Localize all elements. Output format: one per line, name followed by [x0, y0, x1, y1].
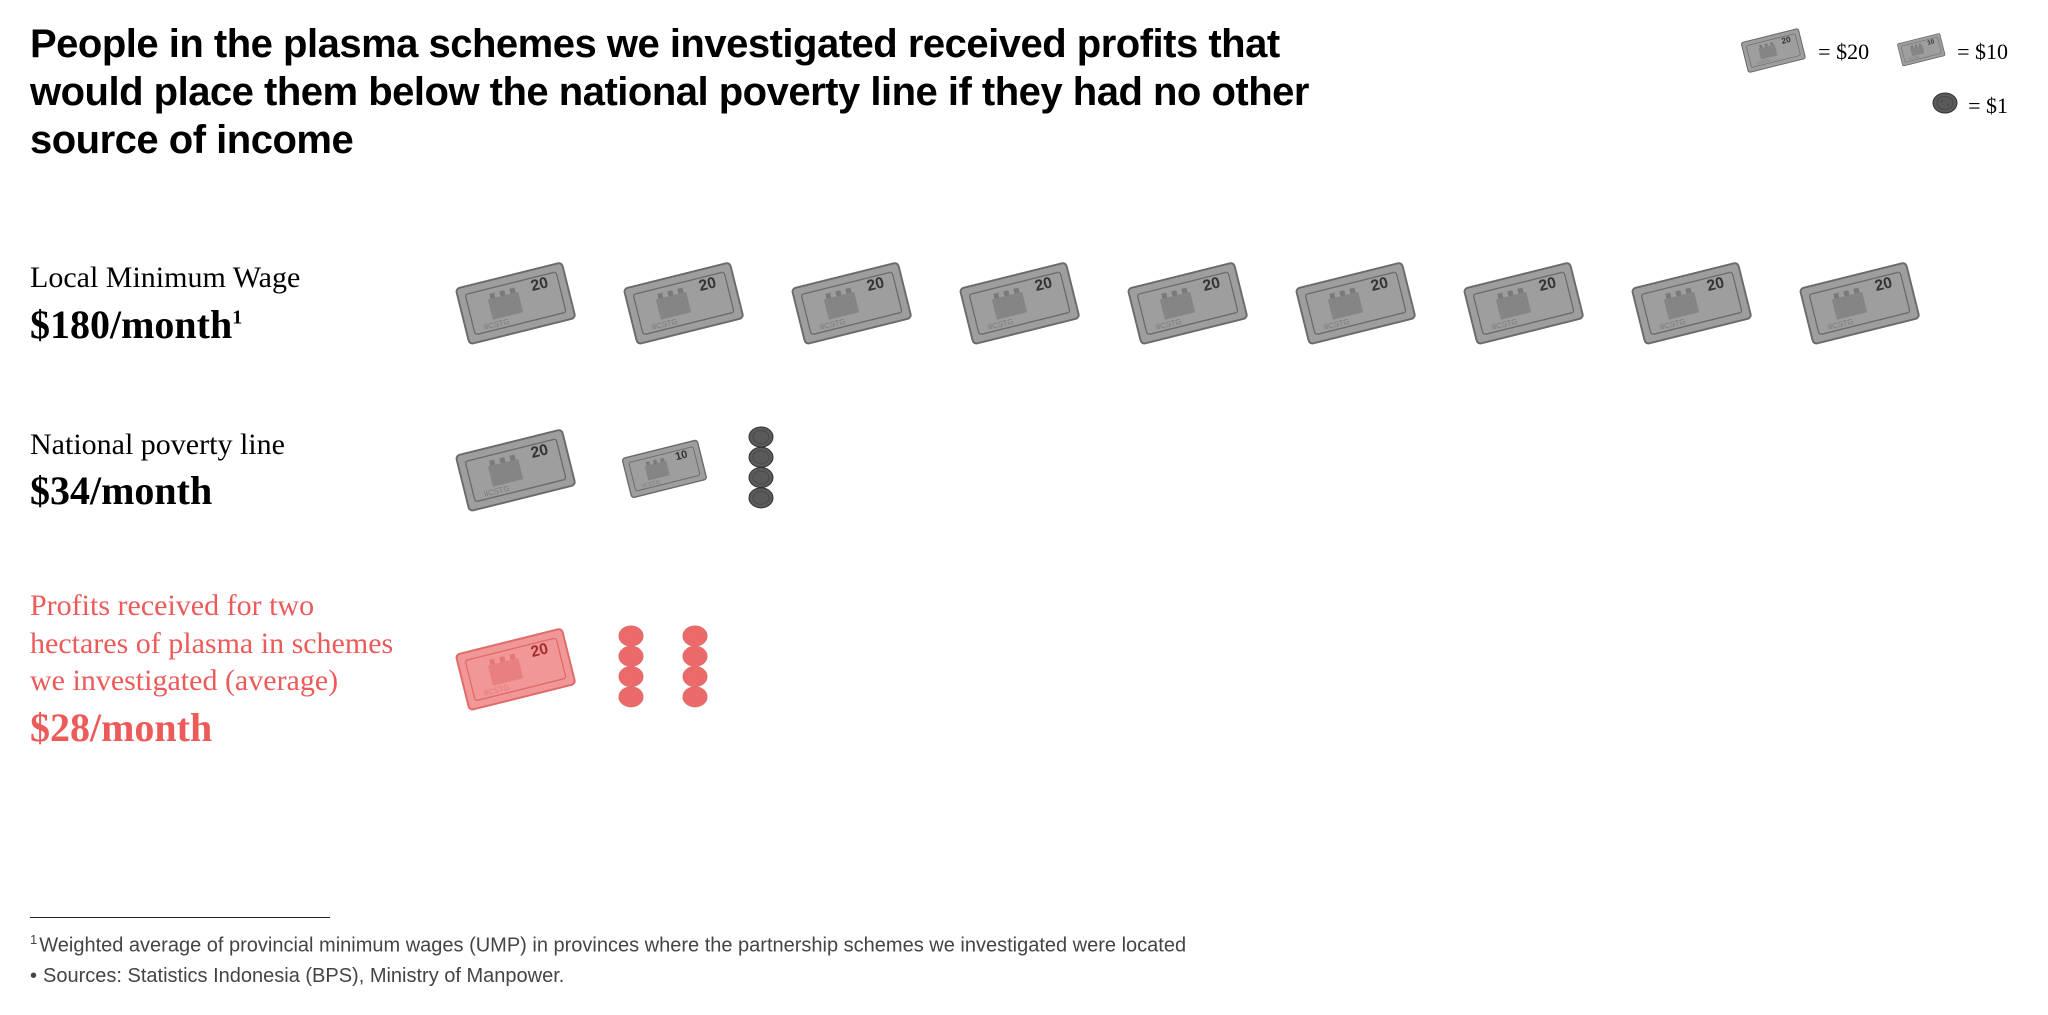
bill-20-icon: 20 IICSTG [450, 620, 580, 714]
legend-label-20: = $20 [1818, 39, 1869, 65]
bill-20-icon: 20 IICSTG [618, 254, 748, 353]
coin-stack-icon [748, 424, 774, 511]
row-icons: 20 IICSTG [450, 620, 708, 719]
bill-20-icon: 20 IICSTG [1290, 254, 1420, 353]
bill-20-icon: 20 IICSTG [1794, 254, 1924, 353]
bill-20-icon: 20 IICSTG [1458, 254, 1588, 348]
legend-item-20: 20 IICSTG = $20 [1738, 24, 1869, 80]
bill-20-icon: 20 IICSTG [450, 254, 580, 348]
row-value: $180/month1 [30, 301, 410, 348]
bill-20-icon: 20 IICSTG [1458, 254, 1588, 353]
bill-20-icon: 20 IICSTG [786, 254, 916, 348]
bill-10-icon: 10 IICSTG [618, 434, 710, 505]
footnote: •Sources: Statistics Indonesia (BPS), Mi… [30, 961, 2018, 991]
bill-20-icon: 20 IICSTG [1626, 254, 1756, 353]
row-title: Local Minimum Wage [30, 259, 410, 297]
legend-item-10: 10 IICSTG = $10 [1895, 30, 2008, 73]
row-label: Profits received for two hectares of pla… [30, 587, 410, 751]
legend-row-bills: 20 IICSTG = $20 10 IICSTG = $10 [1738, 24, 2008, 80]
legend-row-coin: = $1 [1932, 90, 2008, 122]
bill-10-icon: 10 IICSTG [618, 434, 710, 500]
row-title: National poverty line [30, 426, 410, 464]
row-label: National poverty line$34/month [30, 426, 410, 515]
bill-20-icon: 20 IICSTG [450, 254, 580, 353]
bill-20-icon: 20 IICSTG [1738, 24, 1808, 74]
row-min_wage: Local Minimum Wage $180/month1 20 IICSTG … [30, 254, 2018, 353]
row-poverty_line: National poverty line$34/month 20 IICSTG… [30, 421, 2018, 520]
footnote-divider [30, 917, 330, 918]
coin-stack-icon [682, 623, 708, 710]
bill-20-icon: 20 IICSTG [1122, 254, 1252, 348]
legend-item-1: = $1 [1932, 90, 2008, 122]
bill-20-icon: 20 IICSTG [786, 254, 916, 353]
legend: 20 IICSTG = $20 10 IICSTG = $10 = $1 [1738, 24, 2008, 122]
legend-label-10: = $10 [1957, 39, 2008, 65]
coin-1-icon [1932, 90, 1958, 116]
bill-20-icon: 20 IICSTG [1794, 254, 1924, 348]
row-value: $28/month [30, 704, 410, 751]
coin-stack-icon [748, 424, 774, 516]
row-plasma_profits: Profits received for two hectares of pla… [30, 587, 2018, 751]
bill-10-icon: 10 IICSTG [1895, 30, 1947, 67]
infographic-rows: Local Minimum Wage $180/month1 20 IICSTG … [30, 254, 2018, 751]
page-title: People in the plasma schemes we investig… [30, 20, 1330, 164]
bill-20-icon: 20 IICSTG [450, 421, 580, 520]
coin-stack-icon [618, 623, 644, 710]
row-label: Local Minimum Wage $180/month1 [30, 259, 410, 348]
bill-20-icon: 20 IICSTG [1626, 254, 1756, 348]
bill-20-icon: 20 IICSTG [954, 254, 1084, 353]
bill-20-icon: 20 IICSTG [1290, 254, 1420, 348]
row-icons: 20 IICSTG 20 IICSTG 20 IICSTG [450, 254, 1924, 353]
bill-20-icon: 20 IICSTG [450, 620, 580, 719]
bill-20-icon: 20 IICSTG [1738, 24, 1808, 80]
row-icons: 20 IICSTG 10 IICSTG [450, 421, 774, 520]
coin-stack-icon [682, 623, 708, 715]
footnotes: 1Weighted average of provincial minimum … [30, 917, 2018, 991]
footnote: 1Weighted average of provincial minimum … [30, 930, 2018, 961]
bill-20-icon: 20 IICSTG [954, 254, 1084, 348]
legend-label-1: = $1 [1968, 93, 2008, 119]
coin-1-icon [1932, 90, 1958, 122]
row-title: Profits received for two hectares of pla… [30, 587, 410, 700]
row-value: $34/month [30, 467, 410, 514]
bill-20-icon: 20 IICSTG [450, 421, 580, 515]
bill-10-icon: 10 IICSTG [1895, 30, 1947, 73]
coin-stack-icon [618, 623, 644, 715]
bill-20-icon: 20 IICSTG [618, 254, 748, 348]
bill-20-icon: 20 IICSTG [1122, 254, 1252, 353]
